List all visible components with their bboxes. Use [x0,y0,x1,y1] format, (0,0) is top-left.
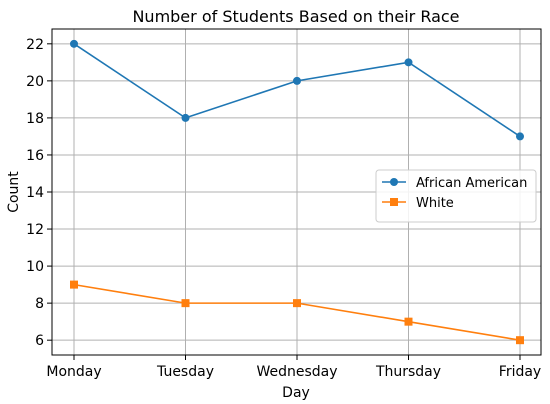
legend-marker-square [390,198,398,206]
legend-label: White [416,196,454,211]
data-point-circle [404,58,413,67]
series-layer [70,39,524,345]
y-tick-label: 8 [35,296,44,312]
data-point-circle [181,113,190,122]
data-point-circle [70,39,78,48]
data-point-square [70,280,78,289]
x-tick-label: Monday [46,364,101,380]
data-point-square [181,299,190,308]
x-tick-label: Thursday [375,364,441,380]
data-point-circle [293,76,301,85]
y-axis-label: Count [6,171,22,213]
data-point-square [293,299,301,308]
x-axis-label: Day [282,385,310,401]
chart-title: Number of Students Based on their Race [132,7,459,26]
data-point-square [404,317,413,326]
y-tick-label: 16 [26,148,44,164]
x-tick-label: Wednesday [256,364,337,380]
y-tick-label: 10 [26,259,44,275]
legend-label: African American [416,176,527,191]
y-tick-label: 14 [26,185,44,201]
data-point-circle [516,132,524,141]
y-tick-label: 20 [26,74,44,90]
y-tick-label: 6 [35,333,44,349]
legend-frame [375,169,537,223]
x-tick-label: Tuesday [156,364,214,380]
y-tick-label: 18 [26,111,44,127]
y-tick-label: 22 [26,37,44,53]
axis-ticks: Monday Tuesday Wednesday Thursday Friday 6 8 10… [26,37,541,380]
data-point-square [516,336,524,345]
legend-marker-circle [390,178,398,186]
legend: African American White [375,169,537,223]
x-tick-label: Friday [499,364,541,380]
y-tick-label: 12 [26,222,44,238]
